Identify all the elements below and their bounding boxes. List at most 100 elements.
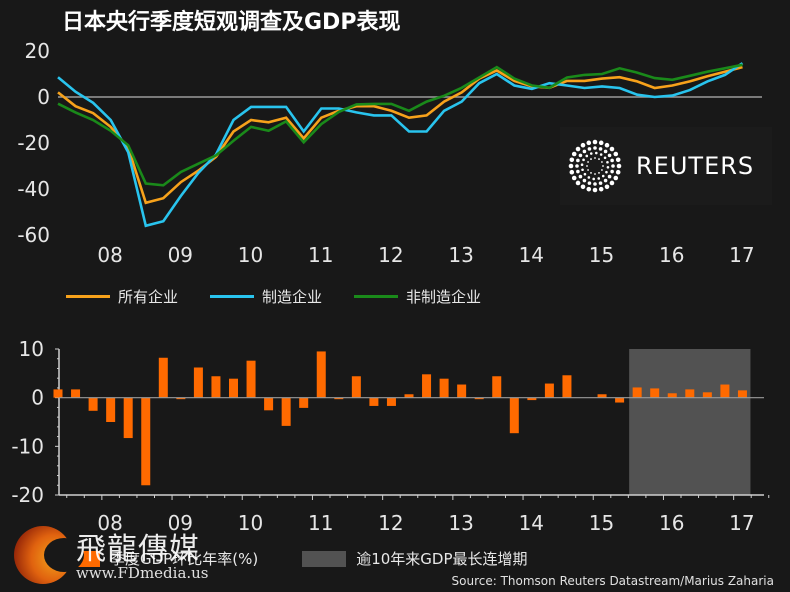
reuters-dot: [607, 153, 612, 158]
line-y-tick-label: 0: [37, 85, 50, 109]
reuters-dot: [598, 158, 600, 160]
legend-label-all: 所有企业: [118, 288, 179, 306]
line-x-tick-label: 13: [448, 243, 473, 267]
reuters-dot: [599, 153, 603, 156]
gdp-bar: [615, 397, 625, 403]
legend-label-manufacturing: 制造企业: [262, 288, 323, 306]
line-chart: 20 0 -20 -40 -60 08 09 10 11 12 13 14 15 16 17: [17, 39, 762, 267]
line-y-tick-label: -40: [17, 177, 50, 201]
reuters-dot: [597, 177, 601, 180]
gdp-bar: [720, 384, 730, 398]
legend-item-non-manufacturing: 非制造企业: [354, 286, 481, 307]
gdp-bar: [351, 376, 361, 398]
line-y-tick-label: 20: [25, 39, 50, 63]
reuters-dot: [603, 178, 608, 183]
line-y-tick-label: -60: [17, 223, 50, 247]
highlight-region: [629, 349, 751, 495]
reuters-dot: [575, 164, 579, 168]
line-x-tick-label: 09: [168, 243, 193, 267]
reuters-dot: [602, 165, 604, 167]
reuters-dot: [589, 152, 593, 155]
reuters-dot: [616, 163, 622, 169]
reuters-dot: [603, 156, 607, 160]
gdp-bar: [106, 397, 116, 422]
reuters-dot: [609, 146, 615, 152]
gdp-bar: [264, 397, 274, 411]
gdp-bar: [123, 397, 133, 439]
reuters-dot: [598, 172, 600, 174]
reuters-dot: [580, 184, 586, 190]
gdp-bar: [334, 397, 344, 400]
line-legend: 所有企业 制造企业 非制造企业: [66, 286, 513, 307]
reuters-dot: [578, 174, 583, 179]
reuters-dot: [601, 174, 605, 178]
line-y-tick-label: -20: [17, 131, 50, 155]
reuters-dot: [615, 157, 621, 163]
reuters-dot: [575, 180, 581, 186]
reuters-logo: REUTERS: [560, 127, 772, 205]
reuters-dot: [581, 168, 584, 172]
reuters-dot: [609, 180, 615, 186]
reuters-dot: [604, 184, 610, 190]
reuters-dot: [569, 157, 575, 163]
bar-x-tick-label: 16: [659, 511, 684, 535]
legend-item-all: 所有企业: [66, 286, 178, 307]
legend-label-gdp: 季度GDP环比年率(%): [110, 550, 259, 568]
bar-x-tick-label: 14: [519, 511, 544, 535]
line-x-tick-label: 11: [308, 243, 333, 267]
bar-x-tick-label: 15: [589, 511, 614, 535]
reuters-dot: [592, 139, 598, 145]
reuters-dot: [598, 147, 603, 151]
reuters-dot: [575, 146, 581, 152]
legend-swatch-highlight: [302, 550, 347, 567]
reuters-dot: [595, 151, 598, 155]
reuters-dot: [610, 169, 614, 174]
reuters-dot: [587, 161, 589, 163]
reuters-dot: [592, 187, 598, 193]
gdp-bar: [685, 389, 695, 398]
reuters-dot: [580, 163, 584, 166]
reuters-dot: [578, 153, 583, 158]
line-x-tick-label: 10: [238, 243, 263, 267]
reuters-dot: [590, 158, 592, 160]
line-series-all: [57, 65, 743, 205]
reuters-dot: [586, 140, 592, 146]
reuters-dot: [610, 158, 614, 163]
gdp-bar: [211, 376, 221, 398]
legend-item-highlight: 逾10年来GDP最长连增期: [302, 548, 528, 569]
line-x-tick-label: 16: [659, 243, 684, 267]
reuters-dot: [582, 178, 587, 183]
reuters-dot: [601, 169, 603, 171]
reuters-dot: [613, 175, 619, 181]
reuters-dot: [593, 182, 597, 186]
legend-swatch-all: [66, 295, 110, 298]
reuters-dot: [582, 149, 587, 154]
line-x-tick-label: 08: [97, 243, 122, 267]
reuters-dot: [601, 161, 603, 163]
gdp-bar: [141, 397, 151, 486]
gdp-bar: [88, 397, 98, 411]
reuters-dot: [605, 170, 608, 174]
reuters-dot: [598, 140, 604, 146]
line-series-manufacturing: [57, 62, 744, 228]
reuters-dot: [593, 146, 597, 150]
reuters-dot: [606, 166, 610, 169]
gdp-bar: [246, 360, 256, 398]
reuters-dot: [580, 142, 586, 148]
reuters-dot: [603, 149, 608, 154]
gdp-bar: [474, 397, 484, 400]
bar-x-tick-label: 11: [308, 511, 333, 535]
reuters-dot: [587, 147, 592, 151]
gdp-bar: [527, 397, 537, 401]
gdp-bar: [492, 376, 502, 398]
gdp-bar: [71, 389, 81, 398]
gdp-bar: [404, 394, 414, 398]
reuters-dot: [587, 176, 591, 179]
reuters-wordmark: REUTERS: [636, 152, 755, 180]
legend-item-manufacturing: 制造企业: [210, 286, 322, 307]
bar-x-tick-label: 12: [378, 511, 403, 535]
reuters-dot: [582, 158, 585, 162]
line-x-tick-label: 12: [378, 243, 403, 267]
legend-label-non-manufacturing: 非制造企业: [406, 288, 482, 306]
line-x-tick-label: 17: [729, 243, 754, 267]
